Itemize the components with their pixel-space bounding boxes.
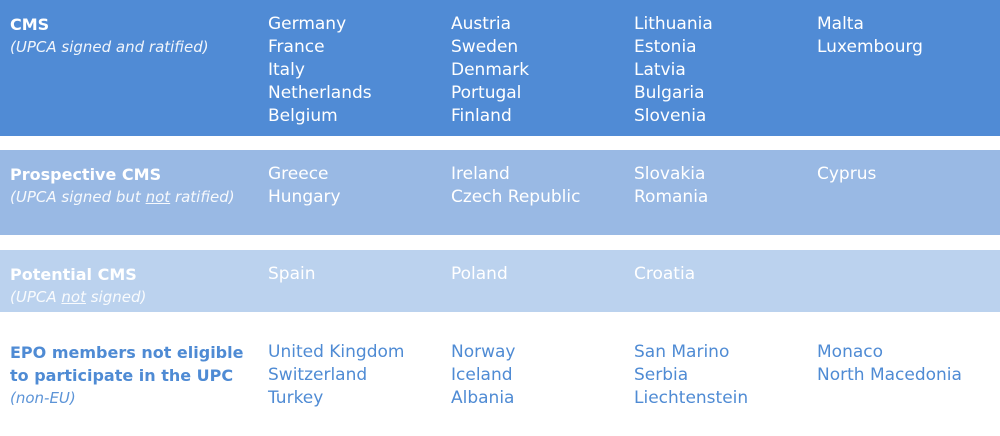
country-column: Poland	[451, 263, 508, 286]
country-name: Sweden	[451, 37, 519, 57]
country-name: Malta	[817, 14, 864, 34]
country-name: Cyprus	[817, 164, 877, 184]
row-subtitle: (UPCA not signed)	[10, 286, 260, 308]
subtitle-text: (non-EU)	[10, 389, 76, 407]
country-name: Slovenia	[634, 106, 707, 126]
country-name: Bulgaria	[634, 83, 705, 103]
country-name: Luxembourg	[817, 37, 923, 57]
row-subtitle: (UPCA signed and ratified)	[10, 36, 260, 58]
country-column: San Marino Serbia Liechtenstein	[634, 341, 748, 410]
row-title: Prospective CMS	[10, 165, 162, 184]
country-name: Portugal	[451, 83, 522, 103]
country-column: Norway Iceland Albania	[451, 341, 516, 410]
country-name: Spain	[268, 264, 316, 284]
subtitle-text: (UPCA signed but	[10, 188, 146, 206]
country-name: Hungary	[268, 187, 341, 207]
row-potential-cms: Potential CMS (UPCA not signed) Spain Pola…	[0, 250, 1000, 312]
country-column: Lithuania Estonia Latvia Bulgaria Slovenia	[634, 13, 713, 128]
country-name: France	[268, 37, 325, 57]
country-name: Poland	[451, 264, 508, 284]
country-column: Austria Sweden Denmark Portugal Finland	[451, 13, 529, 128]
country-name: Iceland	[451, 365, 513, 385]
country-name: Estonia	[634, 37, 697, 57]
country-name: Italy	[268, 60, 305, 80]
country-name: Ireland	[451, 164, 510, 184]
country-column: Ireland Czech Republic	[451, 163, 580, 209]
subtitle-emphasis: not	[61, 288, 86, 306]
subtitle-text: ratified)	[170, 188, 235, 206]
country-name: Monaco	[817, 342, 884, 362]
row-prospective-cms: Prospective CMS (UPCA signed but not rat…	[0, 150, 1000, 235]
country-name: Switzerland	[268, 365, 368, 385]
country-column: Greece Hungary	[268, 163, 341, 209]
country-name: Denmark	[451, 60, 530, 80]
country-column: Cyprus	[817, 163, 876, 186]
subtitle-text: (UPCA	[10, 288, 62, 306]
country-name: Latvia	[634, 60, 686, 80]
country-name: Croatia	[634, 264, 696, 284]
country-name: Finland	[451, 106, 512, 126]
country-name: Albania	[451, 388, 515, 408]
row-title: Potential CMS	[10, 265, 137, 284]
subtitle-text: signed)	[85, 288, 147, 306]
country-name: Greece	[268, 164, 329, 184]
row-label: Potential CMS (UPCA not signed)	[10, 263, 260, 308]
country-name: Lithuania	[634, 14, 713, 34]
country-name: Belgium	[268, 106, 338, 126]
country-name: Norway	[451, 342, 516, 362]
country-name: North Macedonia	[817, 365, 962, 385]
row-label: Prospective CMS (UPCA signed but not rat…	[10, 163, 260, 208]
row-title: EPO members not eligible to participate …	[10, 343, 244, 385]
country-name: Germany	[268, 14, 347, 34]
country-column: Germany France Italy Netherlands Belgium	[268, 13, 372, 128]
country-name: Romania	[634, 187, 709, 207]
country-column: Spain	[268, 263, 316, 286]
country-column: Malta Luxembourg	[817, 13, 923, 59]
country-column: Slovakia Romania	[634, 163, 708, 209]
row-title: CMS	[10, 15, 50, 34]
subtitle-emphasis: not	[145, 188, 171, 206]
country-column: Croatia	[634, 263, 695, 286]
row-label: EPO members not eligible to participate …	[10, 341, 260, 409]
country-name: Austria	[451, 14, 512, 34]
country-name: San Marino	[634, 342, 730, 362]
row-label: CMS (UPCA signed and ratified)	[10, 13, 260, 58]
country-name: Turkey	[268, 388, 324, 408]
country-name: United Kingdom	[268, 342, 405, 362]
row-cms: CMS (UPCA signed and ratified) Germany Fra…	[0, 0, 1000, 136]
row-epo-non-eligible: EPO members not eligible to participate …	[0, 328, 1000, 428]
country-name: Serbia	[634, 365, 689, 385]
row-subtitle: (non-EU)	[10, 387, 260, 409]
country-column: United Kingdom Switzerland Turkey	[268, 341, 404, 410]
country-name: Czech Republic	[451, 187, 581, 207]
country-column: Monaco North Macedonia	[817, 341, 962, 387]
country-name: Slovakia	[634, 164, 706, 184]
country-name: Netherlands	[268, 83, 372, 103]
subtitle-text: (UPCA signed and ratified)	[10, 38, 209, 56]
row-subtitle: (UPCA signed but not ratified)	[10, 186, 260, 208]
country-name: Liechtenstein	[634, 388, 749, 408]
